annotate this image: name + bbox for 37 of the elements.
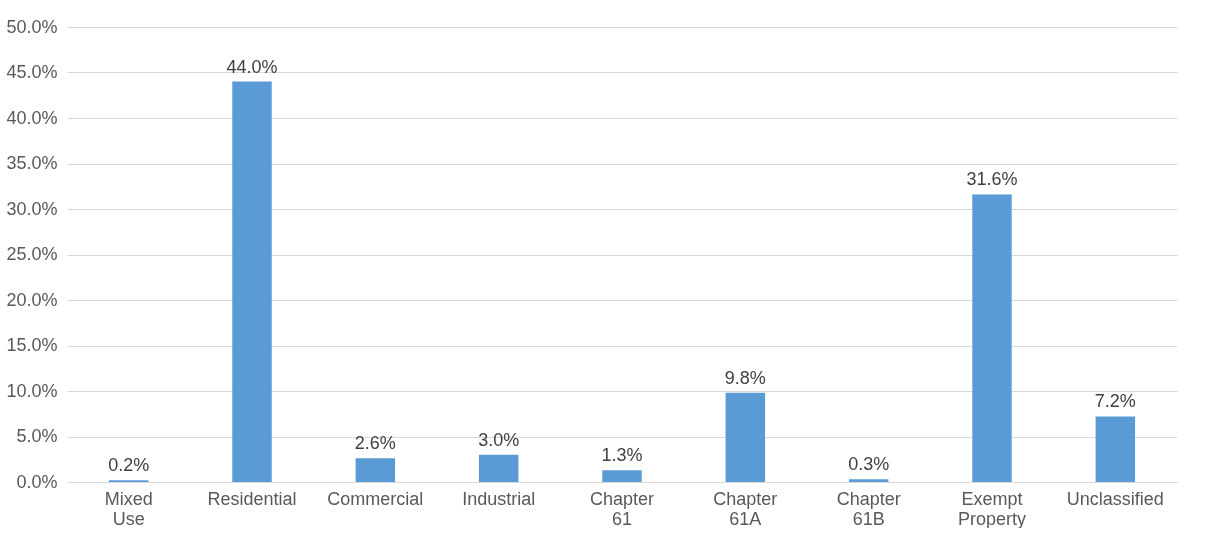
- y-tick-label: 0.0%: [16, 471, 58, 492]
- y-tick-label: 20.0%: [6, 289, 58, 310]
- data-label: 44.0%: [226, 56, 278, 77]
- x-tick-label: Chapter 61A: [713, 488, 778, 529]
- data-label: 2.6%: [354, 433, 396, 454]
- bar: [602, 470, 642, 482]
- x-tick-label: Mixed Use: [104, 488, 153, 529]
- data-label: 0.2%: [108, 455, 150, 476]
- data-label: 3.0%: [478, 429, 520, 450]
- bar: [355, 458, 396, 482]
- y-tick-label: 10.0%: [6, 380, 58, 401]
- x-tick-label: Residential: [207, 488, 297, 509]
- y-tick-label: 30.0%: [6, 198, 58, 219]
- bar: [848, 479, 889, 482]
- bar: [232, 81, 272, 482]
- x-tick-label: Chapter 61: [589, 488, 655, 529]
- bar: [1095, 416, 1136, 482]
- bar: [972, 194, 1012, 482]
- data-label: 7.2%: [1094, 391, 1136, 412]
- x-tick-label: Industrial: [462, 488, 536, 509]
- data-label: 9.8%: [724, 367, 766, 388]
- bar: [478, 454, 519, 482]
- x-tick-label: Chapter 61B: [836, 488, 901, 529]
- x-tick-label: Commercial: [327, 488, 424, 509]
- y-tick-label: 5.0%: [16, 426, 58, 446]
- y-tick-label: 45.0%: [6, 62, 58, 82]
- data-label: 31.6%: [966, 169, 1018, 190]
- y-tick-label: 50.0%: [6, 16, 58, 37]
- y-tick-label: 40.0%: [6, 107, 58, 128]
- x-tick-label: Exempt Property: [957, 488, 1027, 529]
- data-label: 1.3%: [601, 445, 643, 466]
- x-tick-label: Unclassified: [1066, 488, 1164, 509]
- bar: [725, 392, 766, 482]
- data-label: 0.3%: [848, 454, 890, 475]
- y-tick-label: 35.0%: [6, 153, 58, 173]
- y-tick-label: 15.0%: [6, 335, 58, 355]
- y-tick-label: 25.0%: [6, 244, 58, 264]
